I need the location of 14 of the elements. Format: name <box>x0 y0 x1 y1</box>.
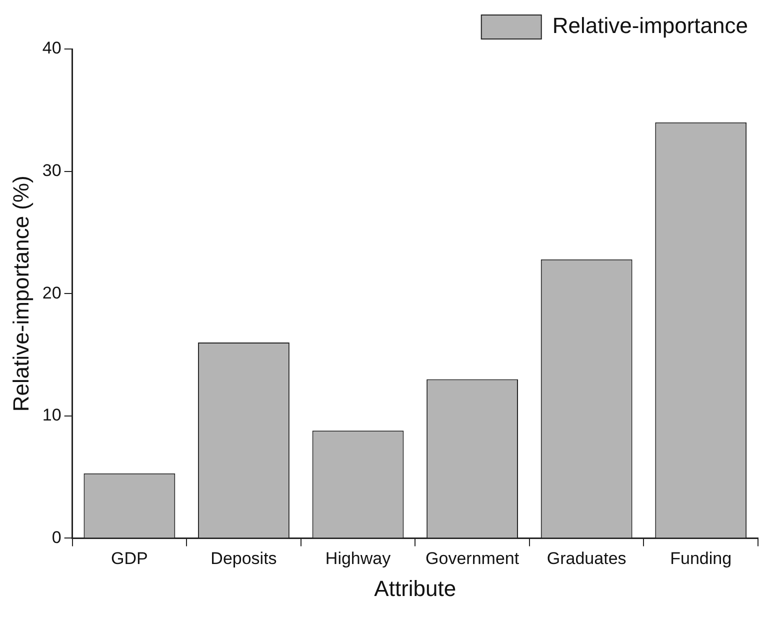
y-tick-label: 30 <box>42 160 62 180</box>
x-axis-title: Attribute <box>374 576 456 601</box>
x-tick-label: Highway <box>325 549 392 568</box>
x-tick-label: Funding <box>670 549 732 568</box>
x-tick-label: GDP <box>111 549 148 568</box>
y-tick-label: 40 <box>42 38 62 58</box>
y-tick-label: 10 <box>42 406 62 425</box>
legend-label: Relative-importance <box>552 13 748 38</box>
y-tick-label: 0 <box>52 528 62 547</box>
x-tick-label: Government <box>426 549 520 568</box>
y-tick-label: 20 <box>42 283 62 302</box>
x-tick-label: Graduates <box>546 549 626 568</box>
x-tick-label: Deposits <box>210 549 277 568</box>
y-axis-title: Relative-importance (%) <box>8 176 34 412</box>
